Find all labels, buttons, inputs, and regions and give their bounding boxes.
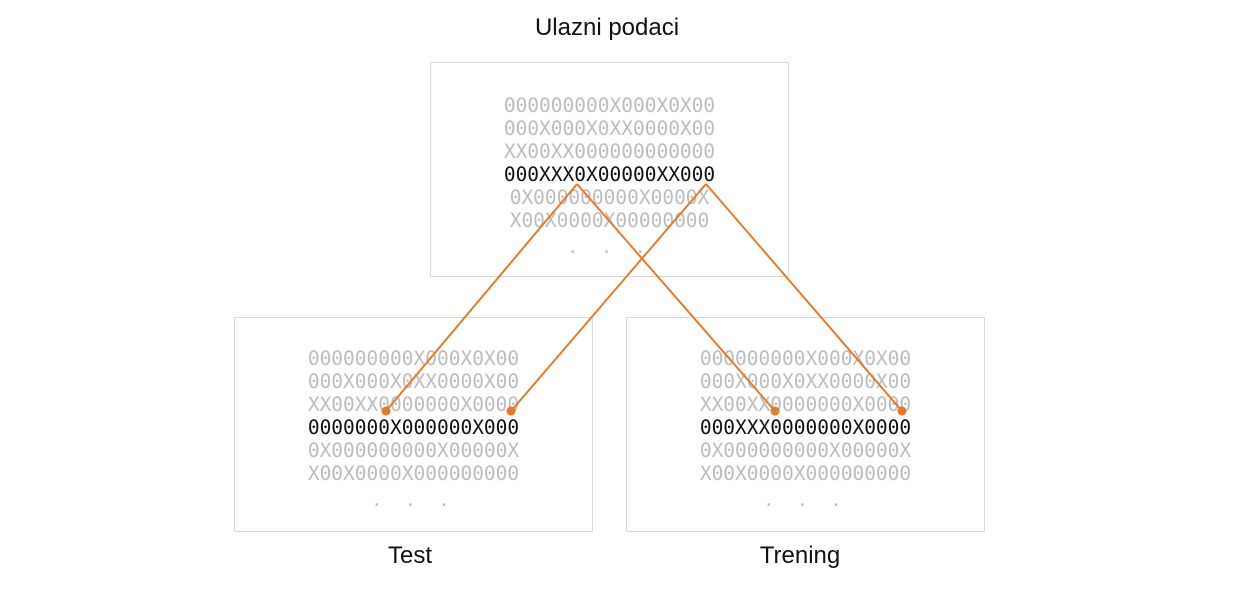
train-data-panel: 000000000X000X0X00 000X000X0XX0000X00 XX… [626, 317, 985, 532]
test-row-3: XX00XX0000000X0000 [307, 393, 520, 416]
input-data-title: Ulazni podaci [534, 14, 680, 41]
train-row-2: 000X000X0XX0000X00 [699, 370, 912, 393]
test-row-1: 000000000X000X0X00 [307, 347, 520, 370]
input-row-5: 0X000000000X0000X [509, 186, 710, 209]
test-data-panel: 000000000X000X0X00 000X000X0XX0000X00 XX… [234, 317, 593, 532]
test-ellipsis: . . . [371, 490, 456, 511]
train-row-5: 0X000000000X00000X [699, 439, 912, 462]
input-row-1: 000000000X000X0X00 [503, 94, 716, 117]
test-row-5: 0X000000000X00000X [307, 439, 520, 462]
input-row-2: 000X000X0XX0000X00 [503, 117, 716, 140]
test-title: Test [387, 542, 432, 569]
train-row-4-highlighted: 000XXX0000000X0000 [699, 416, 912, 439]
train-title: Trening [759, 542, 841, 569]
test-row-4-highlighted: 0000000X000000X000 [307, 416, 520, 439]
train-ellipsis: . . . [763, 490, 848, 511]
input-row-6: X00X0000X00000000 [509, 209, 710, 232]
train-row-6: X00X0000X000000000 [699, 462, 912, 485]
input-row-4-highlighted: 000XXX0X00000XX000 [503, 163, 716, 186]
input-ellipsis: . . . [567, 237, 652, 258]
train-row-1: 000000000X000X0X00 [699, 347, 912, 370]
input-row-3: XX00XX000000000000 [503, 140, 716, 163]
test-row-6: X00X0000X000000000 [307, 462, 520, 485]
train-row-3: XX00XX0000000X0000 [699, 393, 912, 416]
input-data-panel: 000000000X000X0X00 000X000X0XX0000X00 XX… [430, 62, 789, 277]
test-row-2: 000X000X0XX0000X00 [307, 370, 520, 393]
